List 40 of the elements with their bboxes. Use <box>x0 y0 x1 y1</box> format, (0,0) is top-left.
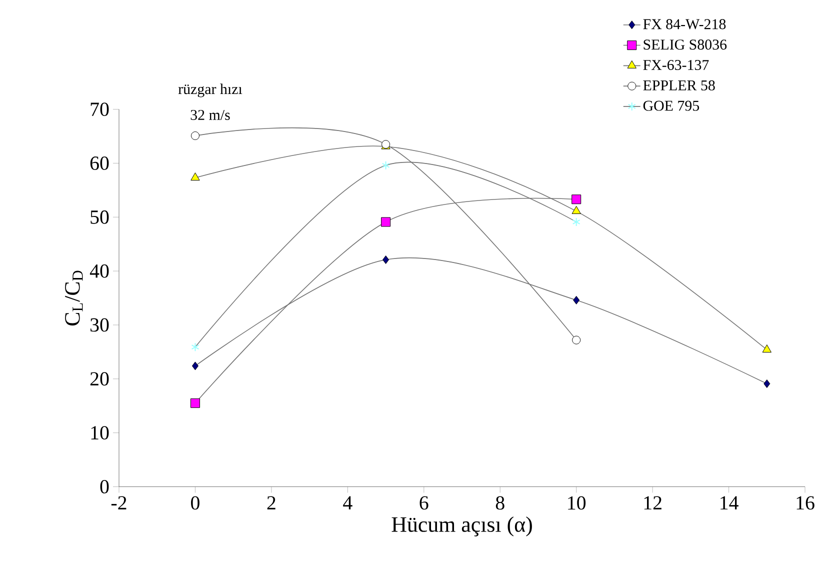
x-tick-label: 6 <box>420 496 428 510</box>
y-tick-label: 10 <box>91 426 109 440</box>
y-axis-title: C$_{L}$/C$_{D}$ <box>65 270 83 326</box>
text: rüzgar hızı <box>178 84 242 98</box>
x-tick-label: 2 <box>267 496 276 510</box>
point <box>572 194 582 204</box>
x-tick-label: 8 <box>496 496 504 510</box>
y-tick-label: 30 <box>90 318 109 332</box>
x-tick-label: 0 <box>191 496 200 510</box>
legend-label: SELIG S8036 <box>644 40 727 50</box>
point <box>191 342 200 352</box>
x-tick-label: 12 <box>644 496 662 510</box>
y-tick-label: 20 <box>90 372 109 386</box>
legend-label: FX 84-W-218 <box>643 19 726 30</box>
point <box>190 172 200 181</box>
x-tick-label: 10 <box>568 496 586 510</box>
point <box>381 217 391 227</box>
point <box>572 206 581 214</box>
y-tick-label: 40 <box>90 264 109 278</box>
x-tick-label: 16 <box>796 496 814 510</box>
x-tick-label: 4 <box>343 496 352 510</box>
legend-label: EPPLER 58 <box>643 80 715 90</box>
x-tick-label: -2 <box>111 496 126 510</box>
point <box>762 344 772 353</box>
legend-label: GOE 795 <box>643 100 700 111</box>
point <box>382 255 390 264</box>
point <box>382 160 390 170</box>
y-tick-label: 50 <box>90 210 109 224</box>
point <box>764 379 770 388</box>
point <box>572 217 580 226</box>
point <box>573 296 580 304</box>
legend-label: FX-63-137 <box>643 60 709 70</box>
y-tick-label: 70 <box>90 102 109 116</box>
point <box>192 362 198 370</box>
y-tick-label: 60 <box>90 156 109 170</box>
x-axis-title: Hücum açısı (α) <box>392 516 532 536</box>
x-tick-label: 14 <box>720 496 738 510</box>
y-tick-label: 0 <box>100 480 109 494</box>
point <box>190 398 200 408</box>
annotation: 32 m/s <box>190 110 230 120</box>
